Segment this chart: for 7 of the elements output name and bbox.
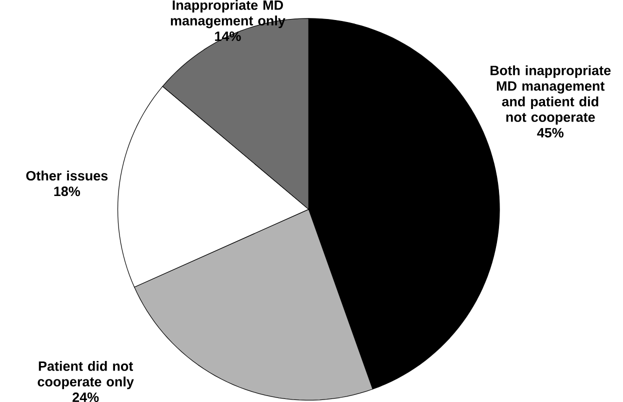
data-label: 24% bbox=[72, 392, 99, 402]
slice-label: Both inappropriate MD management and patient did not cooperate bbox=[490, 65, 611, 125]
slice-label: Other issues bbox=[26, 170, 108, 181]
slice-label: Inappropriate MD management only bbox=[170, 0, 286, 28]
slice-label: Patient did not cooperate only bbox=[38, 361, 134, 390]
data-label: 45% bbox=[537, 128, 564, 138]
data-label: 18% bbox=[54, 186, 80, 196]
